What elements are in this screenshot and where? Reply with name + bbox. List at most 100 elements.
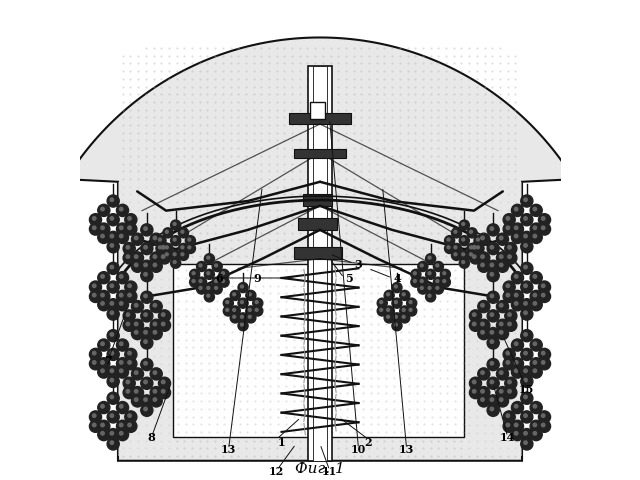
Circle shape bbox=[126, 390, 130, 393]
Circle shape bbox=[426, 292, 436, 302]
Circle shape bbox=[156, 236, 166, 246]
Circle shape bbox=[402, 309, 405, 312]
Circle shape bbox=[400, 306, 410, 316]
Text: 15: 15 bbox=[519, 384, 534, 394]
Circle shape bbox=[134, 304, 138, 307]
Circle shape bbox=[150, 301, 163, 313]
Circle shape bbox=[477, 239, 479, 241]
Circle shape bbox=[230, 313, 240, 324]
Bar bbox=[173, 264, 464, 437]
Circle shape bbox=[107, 308, 119, 321]
Circle shape bbox=[472, 255, 476, 259]
Circle shape bbox=[238, 321, 248, 331]
Circle shape bbox=[481, 390, 484, 393]
Circle shape bbox=[409, 309, 412, 312]
Circle shape bbox=[538, 358, 550, 370]
Circle shape bbox=[411, 270, 421, 280]
Circle shape bbox=[505, 387, 517, 399]
Circle shape bbox=[499, 264, 503, 267]
Bar bbox=[294, 247, 342, 259]
Circle shape bbox=[487, 395, 499, 407]
Circle shape bbox=[499, 371, 503, 374]
Circle shape bbox=[134, 264, 138, 267]
Circle shape bbox=[90, 214, 102, 226]
Circle shape bbox=[499, 255, 503, 259]
Circle shape bbox=[186, 236, 195, 246]
Circle shape bbox=[181, 231, 184, 234]
Circle shape bbox=[116, 291, 129, 303]
Circle shape bbox=[159, 243, 171, 255]
Circle shape bbox=[141, 337, 153, 349]
Circle shape bbox=[241, 316, 243, 319]
Circle shape bbox=[134, 237, 138, 240]
Circle shape bbox=[428, 272, 431, 275]
Circle shape bbox=[144, 246, 147, 250]
Circle shape bbox=[98, 429, 110, 441]
Circle shape bbox=[141, 291, 153, 304]
Circle shape bbox=[521, 232, 533, 244]
Circle shape bbox=[107, 438, 119, 450]
Circle shape bbox=[477, 301, 490, 313]
Circle shape bbox=[451, 228, 461, 239]
Circle shape bbox=[196, 284, 207, 294]
Circle shape bbox=[214, 264, 218, 267]
Circle shape bbox=[511, 366, 524, 378]
Circle shape bbox=[503, 214, 515, 226]
Circle shape bbox=[131, 328, 143, 340]
Circle shape bbox=[100, 423, 104, 427]
Circle shape bbox=[120, 294, 123, 297]
Circle shape bbox=[515, 342, 518, 346]
Circle shape bbox=[255, 309, 258, 312]
Circle shape bbox=[481, 304, 484, 307]
Circle shape bbox=[173, 223, 176, 226]
Circle shape bbox=[521, 299, 533, 311]
Bar bbox=[298, 218, 337, 230]
Text: 7: 7 bbox=[104, 355, 112, 365]
Circle shape bbox=[120, 423, 123, 427]
Circle shape bbox=[98, 291, 110, 303]
Circle shape bbox=[392, 321, 402, 331]
Circle shape bbox=[472, 323, 476, 326]
Circle shape bbox=[120, 369, 123, 372]
Circle shape bbox=[98, 232, 110, 244]
Circle shape bbox=[110, 302, 114, 306]
Circle shape bbox=[230, 306, 240, 316]
Circle shape bbox=[131, 261, 143, 273]
Circle shape bbox=[460, 236, 469, 246]
Circle shape bbox=[490, 340, 493, 344]
Circle shape bbox=[98, 420, 110, 432]
Circle shape bbox=[128, 217, 131, 221]
Circle shape bbox=[153, 390, 157, 393]
Circle shape bbox=[521, 366, 533, 378]
Circle shape bbox=[153, 331, 157, 334]
Circle shape bbox=[120, 432, 123, 435]
Circle shape bbox=[487, 359, 499, 371]
Circle shape bbox=[161, 246, 165, 250]
Circle shape bbox=[497, 387, 509, 399]
Circle shape bbox=[141, 224, 153, 237]
Circle shape bbox=[533, 294, 536, 297]
Circle shape bbox=[524, 379, 527, 382]
Circle shape bbox=[204, 292, 214, 302]
Circle shape bbox=[487, 310, 499, 322]
Circle shape bbox=[460, 259, 469, 269]
Circle shape bbox=[503, 291, 515, 303]
Circle shape bbox=[92, 227, 96, 230]
Circle shape bbox=[207, 257, 210, 260]
Text: Фиг. 1: Фиг. 1 bbox=[295, 461, 345, 475]
Polygon shape bbox=[66, 38, 574, 461]
Circle shape bbox=[392, 313, 402, 324]
Circle shape bbox=[141, 261, 153, 273]
Circle shape bbox=[515, 235, 518, 239]
Circle shape bbox=[125, 358, 137, 370]
Circle shape bbox=[246, 313, 256, 324]
Circle shape bbox=[481, 398, 484, 401]
Circle shape bbox=[92, 414, 96, 418]
Circle shape bbox=[128, 227, 131, 230]
Circle shape bbox=[188, 246, 191, 249]
Circle shape bbox=[100, 369, 104, 372]
Circle shape bbox=[490, 408, 493, 411]
Circle shape bbox=[505, 243, 517, 255]
Circle shape bbox=[541, 217, 545, 221]
Circle shape bbox=[470, 253, 472, 256]
